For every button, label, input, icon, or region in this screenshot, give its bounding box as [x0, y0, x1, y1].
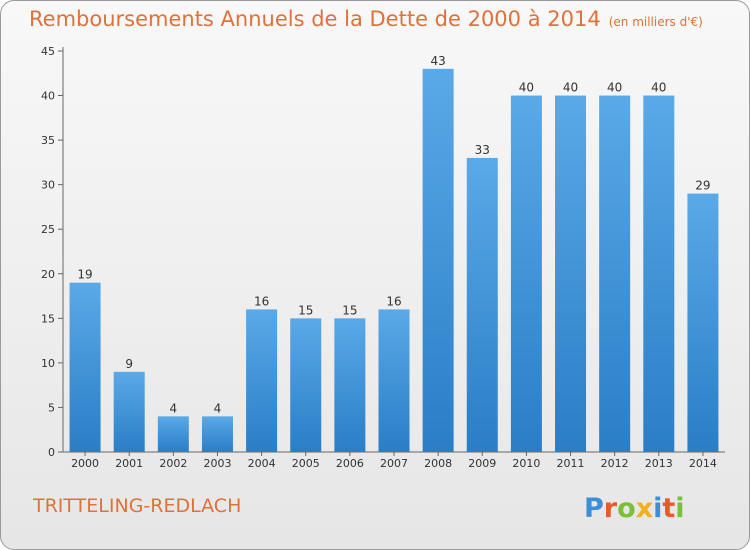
data-label-2003: 4: [214, 401, 222, 415]
commune-name: TRITTELING-REDLACH: [33, 495, 242, 517]
data-label-2004: 16: [254, 294, 269, 308]
x-tick-label: 2000: [71, 457, 99, 470]
bar-2012: [599, 95, 631, 453]
data-label-2014: 29: [695, 179, 710, 193]
proxiti-logo: Proxiti: [584, 493, 685, 524]
y-tick-label: 40: [41, 90, 55, 103]
x-tick-label: 2002: [159, 457, 187, 470]
chart-labels: 2000 19 2001 9 2002 4 2003 4 2004 16 2005 15 2006 15 2…: [71, 54, 717, 470]
x-tick-label: 2003: [203, 457, 231, 470]
y-tick-label: 0: [48, 446, 55, 459]
bar-2007: [378, 309, 410, 452]
data-label-2013: 40: [651, 81, 666, 95]
bar-2001: [113, 371, 145, 452]
bar-2005: [290, 318, 322, 452]
x-tick-label: 2014: [689, 457, 717, 470]
data-label-2000: 19: [77, 268, 92, 282]
x-tick-label: 2005: [292, 457, 320, 470]
bar-2010: [510, 95, 542, 453]
bar-2003: [201, 416, 233, 452]
y-tick-label: 5: [48, 401, 55, 414]
svg-text:Proxiti: Proxiti: [584, 493, 685, 524]
bar-2004: [246, 309, 278, 452]
x-tick-label: 2006: [336, 457, 364, 470]
data-label-2006: 15: [342, 303, 357, 317]
data-label-2010: 40: [519, 81, 534, 95]
bar-2013: [643, 95, 675, 453]
data-label-2009: 33: [475, 143, 490, 157]
bar-2002: [157, 416, 189, 452]
data-label-2011: 40: [563, 81, 578, 95]
chart-title: Remboursements Annuels de la Dette de 20…: [29, 7, 703, 31]
y-tick-label: 25: [41, 223, 55, 236]
bar-2008: [422, 68, 454, 453]
x-tick-label: 2009: [468, 457, 496, 470]
data-label-2005: 15: [298, 303, 313, 317]
y-tick-label: 10: [41, 357, 55, 370]
x-tick-label: 2012: [601, 457, 629, 470]
x-tick-label: 2013: [645, 457, 673, 470]
data-label-2001: 9: [125, 357, 133, 371]
bar-2014: [687, 193, 719, 453]
x-tick-label: 2008: [424, 457, 452, 470]
x-tick-label: 2010: [512, 457, 540, 470]
y-tick-label: 20: [41, 268, 55, 281]
data-label-2012: 40: [607, 81, 622, 95]
y-tick-label: 15: [41, 312, 55, 325]
bar-2000: [69, 282, 101, 452]
chart-title-text: Remboursements Annuels de la Dette de 20…: [29, 7, 601, 31]
chart-unit: (en milliers d'€): [608, 15, 703, 29]
data-label-2007: 16: [386, 294, 401, 308]
x-tick-label: 2007: [380, 457, 408, 470]
x-tick-label: 2001: [115, 457, 143, 470]
data-label-2002: 4: [170, 401, 178, 415]
bar-2009: [466, 157, 498, 452]
y-tick-label: 45: [41, 45, 55, 58]
y-tick-label: 30: [41, 179, 55, 192]
bar-2006: [334, 318, 366, 452]
x-tick-label: 2004: [248, 457, 276, 470]
chart-bars: [69, 68, 719, 453]
x-tick-label: 2011: [557, 457, 585, 470]
y-tick-label: 35: [41, 134, 55, 147]
bar-2011: [555, 95, 587, 453]
data-label-2008: 43: [430, 54, 445, 68]
